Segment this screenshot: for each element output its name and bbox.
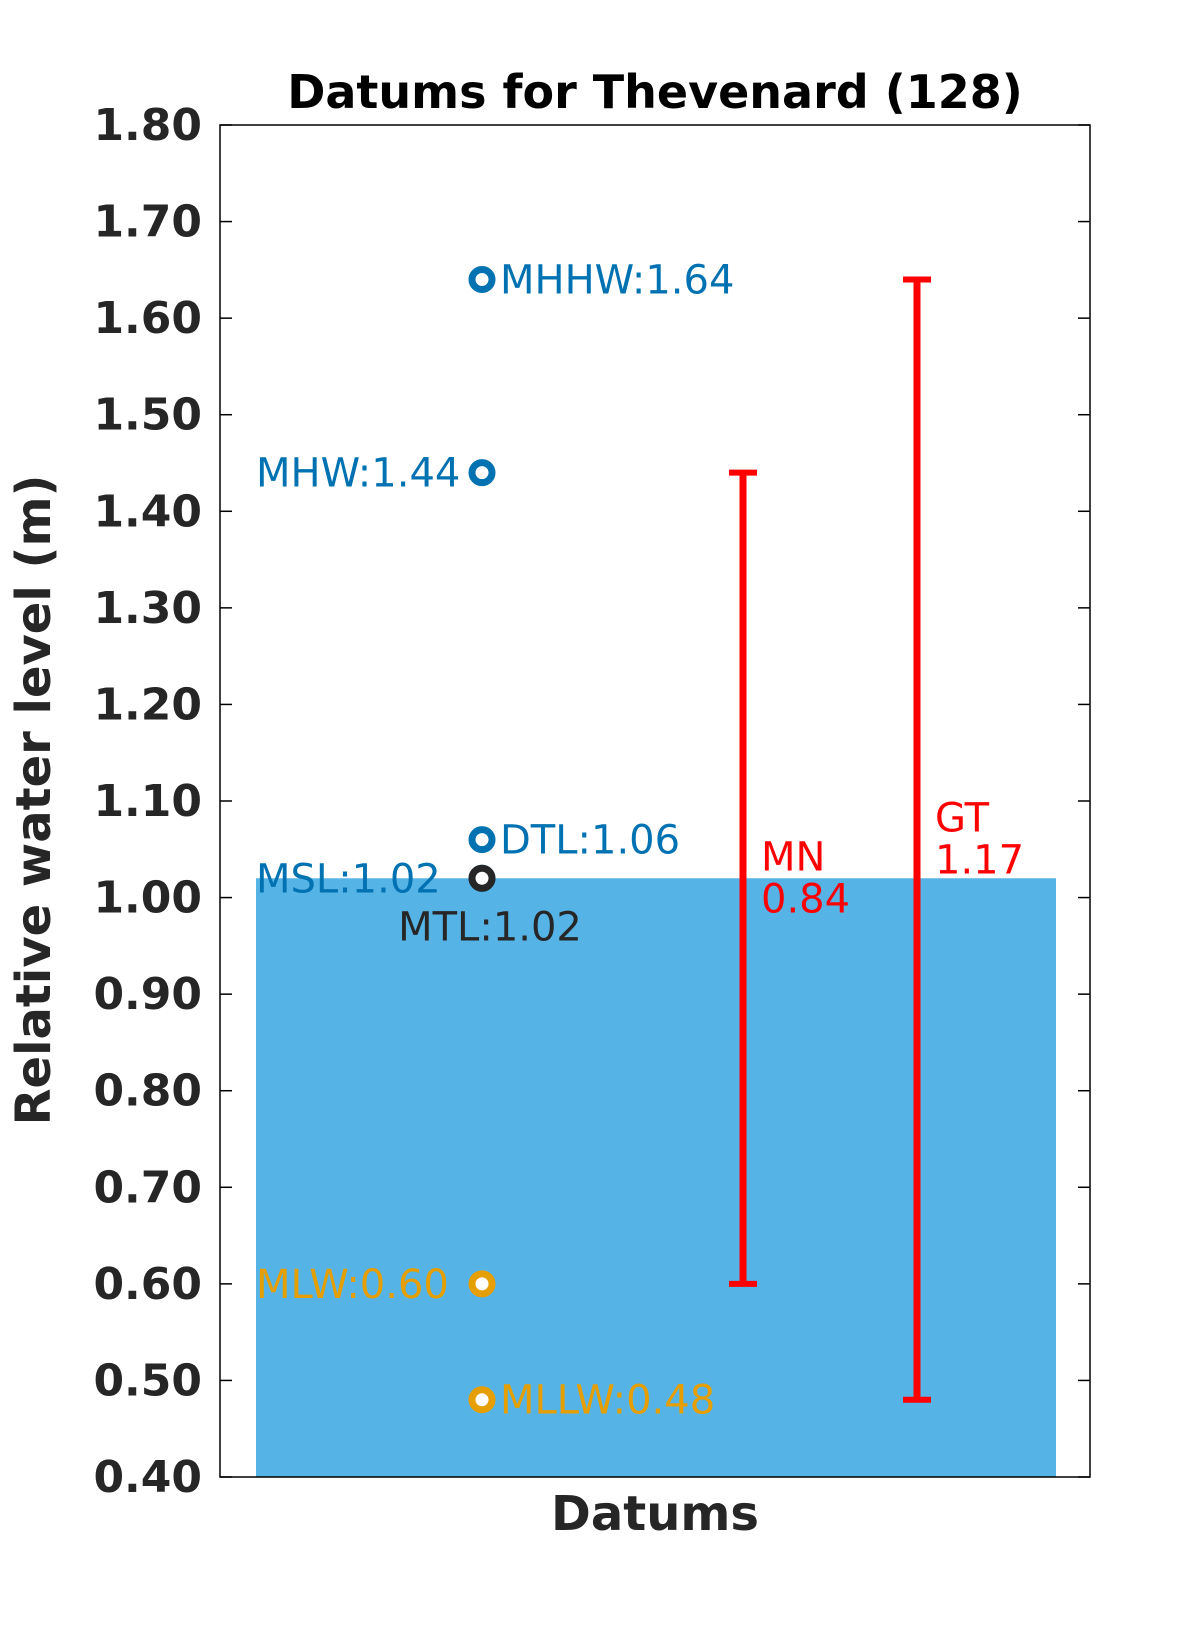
y-tick-label: 1.20	[93, 679, 202, 730]
datum-label-mhw: MHW:1.44	[256, 451, 460, 497]
y-tick-label: 1.70	[93, 197, 202, 248]
datum-marker-mhhw	[468, 266, 496, 294]
chart-title: Datums for Thevenard (128)	[287, 65, 1023, 119]
datum-label-mllw: MLLW:0.48	[500, 1378, 715, 1424]
y-tick-label: 0.70	[93, 1162, 202, 1213]
datum-label-dtl: DTL:1.06	[500, 818, 680, 864]
y-axis-label: Relative water level (m)	[6, 475, 62, 1126]
y-tick-label: 1.60	[93, 293, 202, 344]
datum-label-mtl: MTL:1.02	[398, 904, 582, 950]
plot-area: 0.40 0.50 0.60 0.70 0.80 0.90 1.00 1.10 1.20 1.30…	[93, 100, 1091, 1503]
y-tick-label: 0.50	[93, 1355, 202, 1406]
y-tick-label: 1.80	[93, 100, 202, 151]
datum-label-msl: MSL:1.02	[256, 856, 441, 902]
y-tick-label: 0.90	[93, 969, 202, 1020]
y-tick-label: 1.50	[93, 390, 202, 441]
y-tick-label: 0.60	[93, 1259, 202, 1310]
y-tick-label: 0.40	[93, 1452, 202, 1503]
datum-label-mhhw: MHHW:1.64	[500, 258, 734, 304]
y-tick-label: 1.30	[93, 583, 202, 634]
range-value-mn: 0.84	[761, 876, 850, 922]
x-axis-label: Datums	[551, 1486, 759, 1542]
range-label-mn: MN	[761, 834, 825, 880]
y-tick-label: 1.40	[93, 486, 202, 537]
datum-marker-mhw	[468, 459, 496, 487]
y-tick-label: 0.80	[93, 1066, 202, 1117]
msl-bar	[256, 878, 1056, 1477]
datum-label-mlw: MLW:0.60	[256, 1262, 449, 1308]
y-tick-label: 1.00	[93, 873, 202, 924]
datum-marker-mlw	[468, 1270, 496, 1298]
range-value-gt: 1.17	[935, 838, 1024, 884]
y-tick-label: 1.10	[93, 776, 202, 827]
datum-marker-mtl	[468, 864, 496, 892]
datum-marker-mllw	[468, 1386, 496, 1414]
datum-marker-dtl	[468, 826, 496, 854]
range-label-gt: GT	[935, 796, 990, 842]
